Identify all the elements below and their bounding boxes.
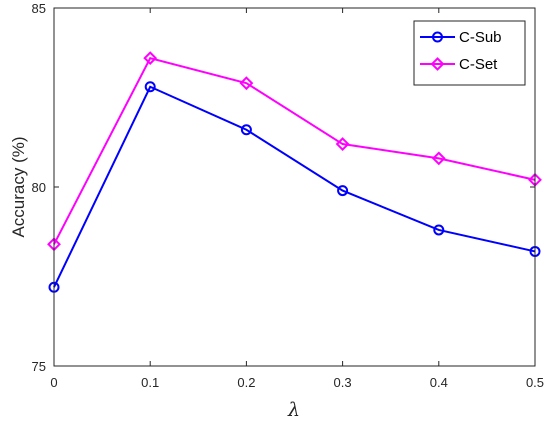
x-axis-label: λ (287, 399, 300, 421)
series-line-c-set (53, 56, 536, 245)
data-point-c-set (143, 51, 158, 66)
x-tick-label: 0.5 (526, 375, 544, 390)
x-axis: 0 0.1 0.2 0.3 0.4 0.5 (50, 8, 544, 390)
legend-marker-c-set (430, 57, 445, 71)
y-axis: 75 80 85 (32, 1, 535, 374)
x-tick-label: 0.1 (141, 375, 159, 390)
x-tick-label: 0 (50, 375, 57, 390)
data-point-c-set (431, 151, 446, 166)
legend-box (413, 20, 526, 86)
x-tick-label: 0.2 (237, 375, 255, 390)
x-tick-label: 0.3 (334, 375, 352, 390)
y-tick-label: 80 (32, 180, 46, 195)
x-tick-label: 0.4 (430, 375, 448, 390)
data-point-c-sub (240, 124, 252, 136)
legend-marker-c-sub (432, 31, 443, 43)
series-line-c-sub (53, 85, 536, 288)
data-point-c-set (335, 137, 350, 151)
legend-label-c-sub: C-Sub (459, 29, 502, 46)
data-point-c-sub (433, 224, 445, 236)
y-tick-label: 85 (32, 1, 46, 16)
legend: C-Sub C-Set (413, 20, 526, 86)
legend-label-c-set: C-Set (459, 56, 498, 73)
y-tick-label: 75 (32, 359, 46, 374)
data-point-c-sub (337, 185, 349, 197)
data-point-c-set (239, 76, 254, 91)
y-axis-label: Accuracy (%) (9, 136, 28, 237)
data-point-c-sub (144, 81, 156, 93)
